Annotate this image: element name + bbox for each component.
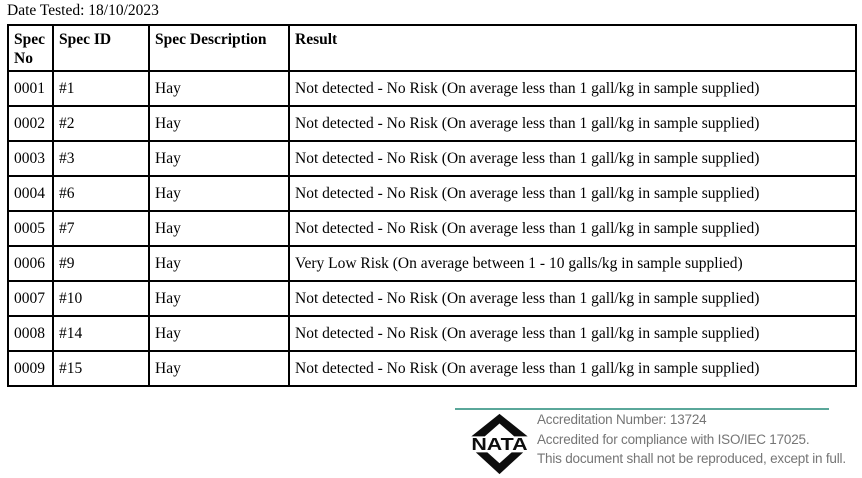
accreditation-number-line: Accreditation Number: 13724 bbox=[537, 412, 707, 427]
spec-id-cell: #6 bbox=[52, 175, 150, 212]
spec-description-cell: Hay bbox=[148, 175, 290, 212]
spec-no-cell: 0001 bbox=[7, 70, 54, 107]
column-header-spec-no: Spec No bbox=[7, 24, 54, 72]
spec-description-cell: Hay bbox=[148, 210, 290, 247]
spec-no-cell: 0007 bbox=[7, 280, 54, 317]
spec-no-cell: 0008 bbox=[7, 315, 54, 352]
spec-id-cell: #14 bbox=[52, 315, 150, 352]
spec-id-cell: #3 bbox=[52, 140, 150, 177]
spec-id-cell: #10 bbox=[52, 280, 150, 317]
nata-logo-icon: NATA bbox=[471, 413, 528, 475]
column-header-spec-id: Spec ID bbox=[52, 24, 150, 72]
spec-id-cell: #9 bbox=[52, 245, 150, 282]
table-row: 0007 #10 Hay Not detected - No Risk (On … bbox=[7, 280, 857, 317]
spec-no-cell: 0009 bbox=[7, 350, 54, 387]
table-row: 0006 #9 Hay Very Low Risk (On average be… bbox=[7, 245, 857, 282]
spec-no-cell: 0002 bbox=[7, 105, 54, 142]
spec-id-cell: #2 bbox=[52, 105, 150, 142]
table-row: 0008 #14 Hay Not detected - No Risk (On … bbox=[7, 315, 857, 352]
compliance-line: Accredited for compliance with ISO/IEC 1… bbox=[537, 431, 810, 447]
table-row: 0001 #1 Hay Not detected - No Risk (On a… bbox=[7, 70, 857, 107]
column-header-spec-description: Spec Description bbox=[148, 24, 290, 72]
reproduction-line: This document shall not be reproduced, e… bbox=[537, 451, 846, 466]
result-cell: Not detected - No Risk (On average less … bbox=[288, 175, 857, 212]
spec-description-cell: Hay bbox=[148, 350, 290, 387]
spec-description-cell: Hay bbox=[148, 245, 290, 282]
table-row: 0005 #7 Hay Not detected - No Risk (On a… bbox=[7, 210, 857, 247]
result-cell: Not detected - No Risk (On average less … bbox=[288, 70, 857, 107]
nata-logo-bottom-chevron bbox=[475, 452, 524, 475]
column-header-result: Result bbox=[288, 24, 857, 72]
spec-no-cell: 0005 bbox=[7, 210, 54, 247]
spec-no-cell: 0003 bbox=[7, 140, 54, 177]
date-tested-label: Date Tested: 18/10/2023 bbox=[7, 2, 159, 19]
spec-description-cell: Hay bbox=[148, 70, 290, 107]
nata-logo-top-chevron bbox=[471, 413, 528, 437]
table-row: 0002 #2 Hay Not detected - No Risk (On a… bbox=[7, 105, 857, 142]
result-cell: Not detected - No Risk (On average less … bbox=[288, 315, 857, 352]
spec-description-cell: Hay bbox=[148, 105, 290, 142]
result-cell: Not detected - No Risk (On average less … bbox=[288, 280, 857, 317]
table-row: 0003 #3 Hay Not detected - No Risk (On a… bbox=[7, 140, 857, 177]
result-cell: Not detected - No Risk (On average less … bbox=[288, 140, 857, 177]
accreditation-text-block: Accreditation Number: 13724 Accredited f… bbox=[537, 410, 846, 469]
table-header-row: Spec No Spec ID Spec Description Result bbox=[7, 24, 857, 72]
result-cell: Not detected - No Risk (On average less … bbox=[288, 210, 857, 247]
spec-no-cell: 0006 bbox=[7, 245, 54, 282]
spec-no-cell: 0004 bbox=[7, 175, 54, 212]
spec-description-cell: Hay bbox=[148, 140, 290, 177]
spec-id-cell: #7 bbox=[52, 210, 150, 247]
spec-description-cell: Hay bbox=[148, 315, 290, 352]
result-cell: Not detected - No Risk (On average less … bbox=[288, 105, 857, 142]
nata-logo-text: NATA bbox=[471, 434, 527, 454]
spec-description-cell: Hay bbox=[148, 280, 290, 317]
table-row: 0004 #6 Hay Not detected - No Risk (On a… bbox=[7, 175, 857, 212]
footer-divider-line bbox=[455, 408, 829, 410]
result-cell: Not detected - No Risk (On average less … bbox=[288, 350, 857, 387]
spec-id-cell: #15 bbox=[52, 350, 150, 387]
spec-id-cell: #1 bbox=[52, 70, 150, 107]
table-row: 0009 #15 Hay Not detected - No Risk (On … bbox=[7, 350, 857, 387]
result-cell: Very Low Risk (On average between 1 - 10… bbox=[288, 245, 857, 282]
results-table: Spec No Spec ID Spec Description Result … bbox=[7, 24, 857, 387]
